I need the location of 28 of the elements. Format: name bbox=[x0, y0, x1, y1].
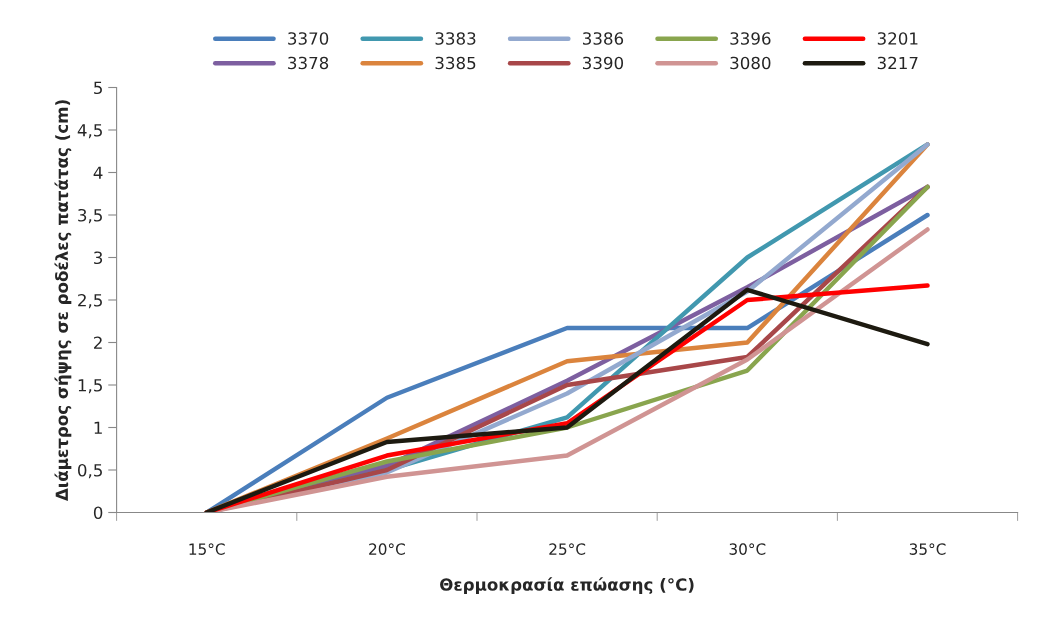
x-tick-label: 35°C bbox=[909, 543, 946, 555]
y-axis-title: Διάμετρος σήψης σε ροδέλες πατάτας (cm) bbox=[54, 100, 72, 502]
legend-label: 3386 bbox=[583, 32, 624, 45]
y-tick-label: 1 bbox=[94, 421, 102, 434]
y-tick-label: 4 bbox=[93, 166, 103, 179]
legend-label: 3080 bbox=[730, 56, 771, 70]
x-tick-label: 30°C bbox=[729, 543, 766, 555]
legend-label: 3201 bbox=[877, 32, 918, 45]
legend-label: 3378 bbox=[288, 56, 329, 70]
legend-label: 3396 bbox=[730, 32, 771, 45]
x-tick-label: 20°C bbox=[369, 543, 405, 555]
x-tick-label: 15°C bbox=[189, 543, 225, 555]
y-tick-label: 3 bbox=[94, 251, 103, 265]
y-tick-label: 3,5 bbox=[78, 208, 102, 224]
legend-label: 3385 bbox=[435, 56, 476, 70]
y-tick-label: 1,5 bbox=[78, 379, 102, 394]
legend-label: 3370 bbox=[288, 32, 329, 45]
y-tick-label: 2,5 bbox=[78, 293, 102, 309]
x-tick-label: 25°C bbox=[549, 543, 586, 555]
y-tick-label: 2 bbox=[94, 336, 102, 349]
legend-label: 3217 bbox=[877, 56, 918, 70]
y-tick-label: 4,5 bbox=[77, 124, 102, 139]
y-tick-label: 5 bbox=[94, 81, 102, 95]
x-axis-title: Θερμοκρασία επώασης (°C) bbox=[440, 577, 694, 595]
y-tick-label: 0 bbox=[93, 506, 103, 520]
legend-label: 3383 bbox=[435, 32, 476, 45]
y-tick-label: 0,5 bbox=[78, 463, 102, 479]
legend-label: 3390 bbox=[583, 56, 624, 70]
